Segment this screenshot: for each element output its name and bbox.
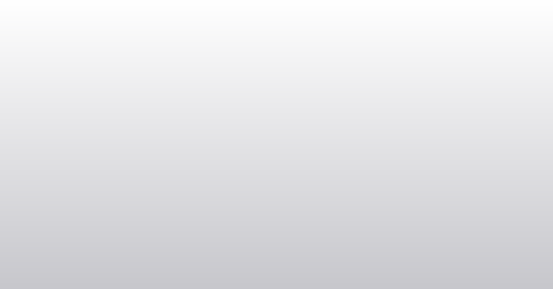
Bar xyxy=(477,62,518,246)
Text: $17.0: $17.0 xyxy=(402,161,446,175)
Text: $9.5: $9.5 xyxy=(259,195,294,210)
Bar xyxy=(256,193,297,246)
Text: $11.1: $11.1 xyxy=(181,188,225,202)
Bar xyxy=(182,184,223,246)
Text: $33.0: $33.0 xyxy=(476,88,520,102)
Text: $12.4: $12.4 xyxy=(328,182,372,196)
Text: $10.4: $10.4 xyxy=(107,191,151,205)
FancyBboxPatch shape xyxy=(260,195,301,248)
Text: Legal and Accounting Fees ($K): Legal and Accounting Fees ($K) xyxy=(54,5,426,29)
Bar xyxy=(330,177,371,246)
Text: $15.4: $15.4 xyxy=(33,168,77,183)
Bar xyxy=(404,151,444,246)
FancyBboxPatch shape xyxy=(187,186,227,248)
FancyBboxPatch shape xyxy=(39,162,80,248)
Bar xyxy=(35,160,76,246)
FancyBboxPatch shape xyxy=(113,190,154,248)
Bar xyxy=(109,188,149,246)
FancyBboxPatch shape xyxy=(408,153,448,248)
FancyBboxPatch shape xyxy=(335,179,375,248)
FancyBboxPatch shape xyxy=(482,65,523,248)
